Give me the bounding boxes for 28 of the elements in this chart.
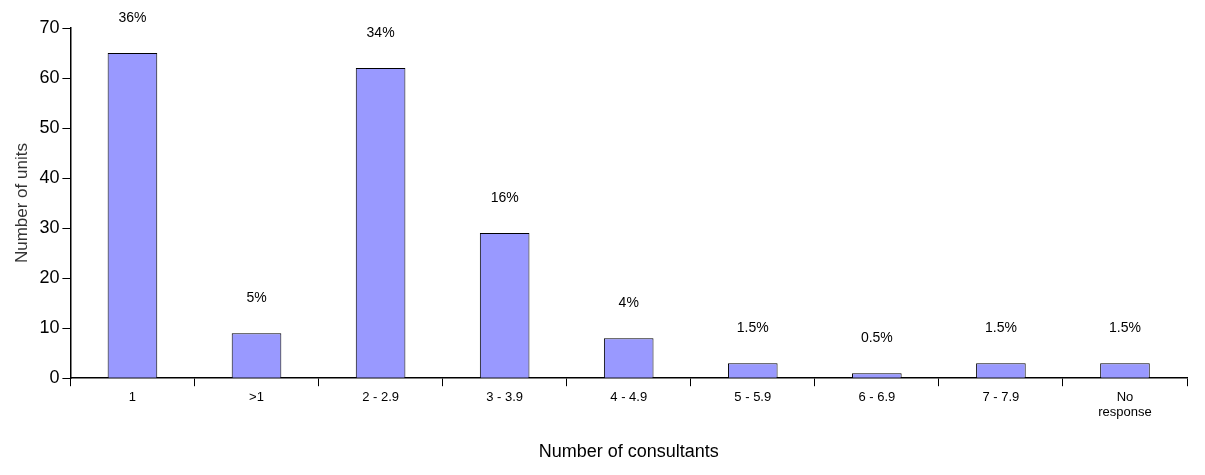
annotation: 34% (366, 23, 395, 40)
annotation: 36% (118, 8, 147, 25)
x-tick-label: >1 (249, 388, 264, 404)
annotation: 5% (246, 289, 267, 306)
x-tick-label: 2 - 2.9 (362, 388, 400, 404)
y-tick-label: 70 (39, 16, 60, 37)
y-tick-label: 20 (39, 267, 60, 288)
x-tick-label: 5 - 5.9 (734, 388, 772, 404)
annotation: 16% (490, 188, 519, 205)
y-axis-title: Number of units (11, 143, 31, 264)
y-tick-label: 50 (39, 117, 60, 138)
annotation: 1.5% (736, 319, 769, 336)
y-tick-label: 40 (39, 167, 60, 188)
y-tick-label: 60 (39, 67, 60, 87)
annotation: 1.5% (1109, 319, 1141, 336)
y-tick-label: 10 (39, 317, 60, 338)
annotation: 1.5% (984, 319, 1017, 336)
annotation: 4% (618, 294, 639, 311)
annotation: 0.5% (860, 329, 893, 346)
x-axis-title: Number of consultants (538, 441, 719, 462)
y-tick-label: 0 (49, 367, 60, 388)
x-tick-label: 3 - 3.9 (486, 388, 524, 404)
y-tick-label: 30 (39, 217, 60, 238)
x-tick-label: 1 (128, 388, 137, 404)
x-tick-label: 4 - 4.9 (610, 388, 648, 404)
x-tick-label: 7 - 7.9 (982, 388, 1020, 404)
x-tick-label: No response (1098, 388, 1152, 420)
x-tick-label: 6 - 6.9 (858, 388, 896, 404)
